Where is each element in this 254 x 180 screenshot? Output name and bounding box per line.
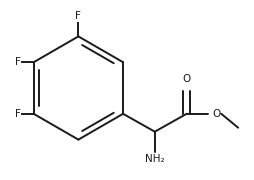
Text: F: F [75,11,81,21]
Text: F: F [15,109,21,119]
Text: O: O [182,74,191,84]
Text: O: O [212,109,221,119]
Text: F: F [15,57,21,67]
Text: NH₂: NH₂ [145,154,165,163]
